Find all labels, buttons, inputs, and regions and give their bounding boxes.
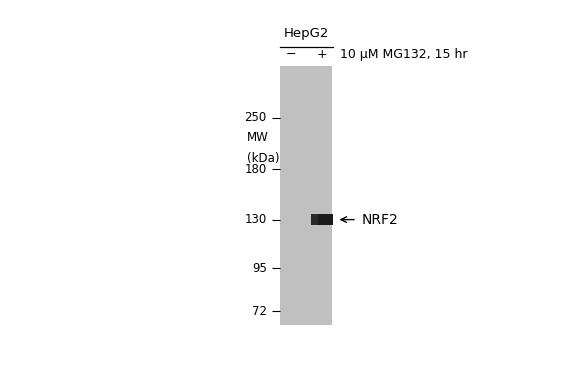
Text: 10 μM MG132, 15 hr: 10 μM MG132, 15 hr	[340, 48, 468, 61]
Text: NRF2: NRF2	[361, 212, 398, 226]
Bar	[281, 66, 332, 325]
Text: (kDa): (kDa)	[247, 152, 280, 165]
Text: HepG2: HepG2	[284, 26, 329, 40]
Text: −: −	[286, 48, 296, 61]
Text: MW: MW	[247, 132, 269, 144]
Text: 72: 72	[251, 305, 267, 318]
Text: 130: 130	[244, 213, 267, 226]
Text: 95: 95	[252, 262, 267, 275]
Text: 250: 250	[244, 112, 267, 124]
Text: 180: 180	[244, 163, 267, 175]
Text: +: +	[317, 48, 328, 61]
Bar	[311, 214, 333, 225]
Bar	[311, 214, 318, 225]
